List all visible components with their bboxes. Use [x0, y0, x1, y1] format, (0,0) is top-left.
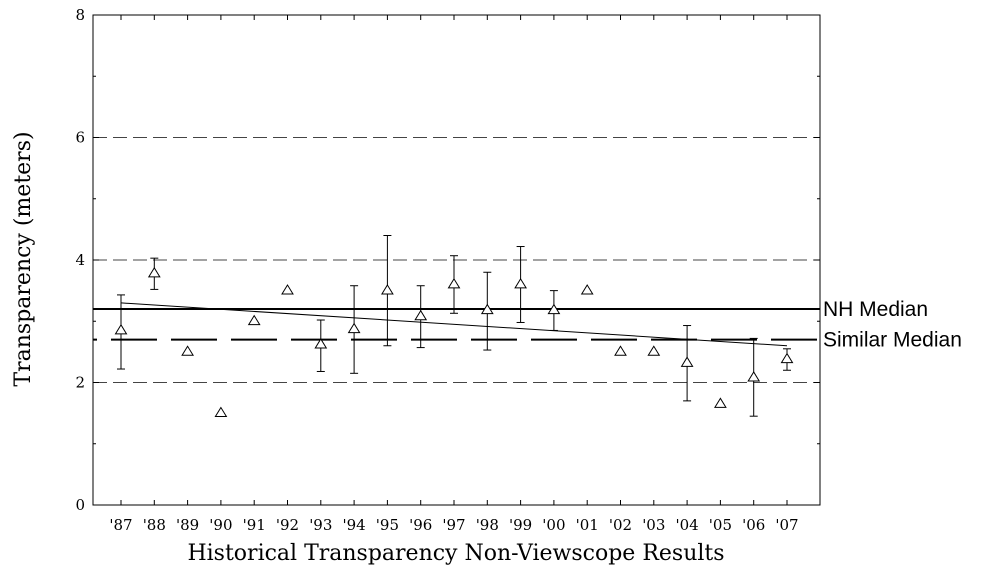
x-tick-label: '00: [542, 516, 565, 534]
gridlines: [93, 137, 820, 383]
data-point: [181, 345, 194, 356]
x-tick-label: '91: [243, 516, 266, 534]
data-point: [381, 284, 394, 295]
x-axis: '87 '88 '89 '90 '91 '92 '93 '94 '95 '96 '97 '98 '99 '…: [109, 15, 799, 534]
x-tick-label: '89: [176, 516, 199, 534]
x-tick-label: '06: [742, 516, 765, 534]
data-point: [414, 309, 428, 321]
x-tick-label: '96: [409, 516, 432, 534]
x-tick-label: '88: [143, 516, 166, 534]
data-point: [114, 323, 128, 335]
x-axis-title: Historical Transparency Non-Viewscope Re…: [187, 541, 724, 566]
data-point: [281, 284, 294, 295]
x-tick-label: '05: [709, 516, 732, 534]
reference-labels: NH Median Similar Median: [823, 298, 962, 352]
y-tick-label: 2: [75, 374, 85, 392]
data-point: [614, 345, 627, 356]
reference-line-label: Similar Median: [823, 329, 962, 352]
x-tick-label: '98: [476, 516, 499, 534]
x-tick-label: '92: [276, 516, 299, 534]
x-tick-label: '87: [109, 516, 132, 534]
data-point: [547, 303, 561, 315]
data-point: [714, 397, 727, 408]
data-point: [214, 406, 228, 418]
data-point: [747, 371, 761, 382]
y-axis-title: Transparency (meters): [11, 131, 36, 386]
x-tick-label: '02: [609, 516, 632, 534]
x-tick-label: '01: [576, 516, 599, 534]
trend-line-group: [120, 302, 788, 347]
y-tick-label: 6: [75, 129, 85, 147]
data-point: [347, 322, 361, 334]
data-point: [580, 284, 594, 295]
reference-line-label: NH Median: [823, 298, 928, 321]
y-tick-label: 8: [75, 6, 85, 24]
x-tick-label: '03: [642, 516, 665, 534]
data-point: [447, 277, 461, 289]
x-tick-label: '97: [442, 516, 465, 534]
data-point: [247, 314, 261, 326]
data-point: [680, 356, 694, 367]
error-bars: [117, 235, 791, 417]
x-tick-label: '07: [775, 516, 798, 534]
data-point: [780, 352, 794, 364]
x-tick-label: '90: [209, 516, 232, 534]
data-point: [647, 345, 661, 356]
x-tick-label: '94: [342, 516, 365, 534]
data-point: [514, 277, 527, 289]
data-points: [114, 266, 794, 418]
x-tick-label: '99: [509, 516, 532, 534]
x-tick-label: '04: [675, 516, 698, 534]
x-tick-label: '95: [376, 516, 399, 534]
data-point: [314, 337, 328, 349]
trend-line: [120, 302, 788, 347]
data-point: [147, 266, 161, 278]
y-tick-label: 4: [75, 251, 85, 269]
x-tick-label: '93: [309, 516, 332, 534]
data-point: [480, 303, 494, 315]
y-axis: 0 2 4 6 8: [75, 6, 820, 514]
y-tick-label: 0: [75, 496, 85, 514]
